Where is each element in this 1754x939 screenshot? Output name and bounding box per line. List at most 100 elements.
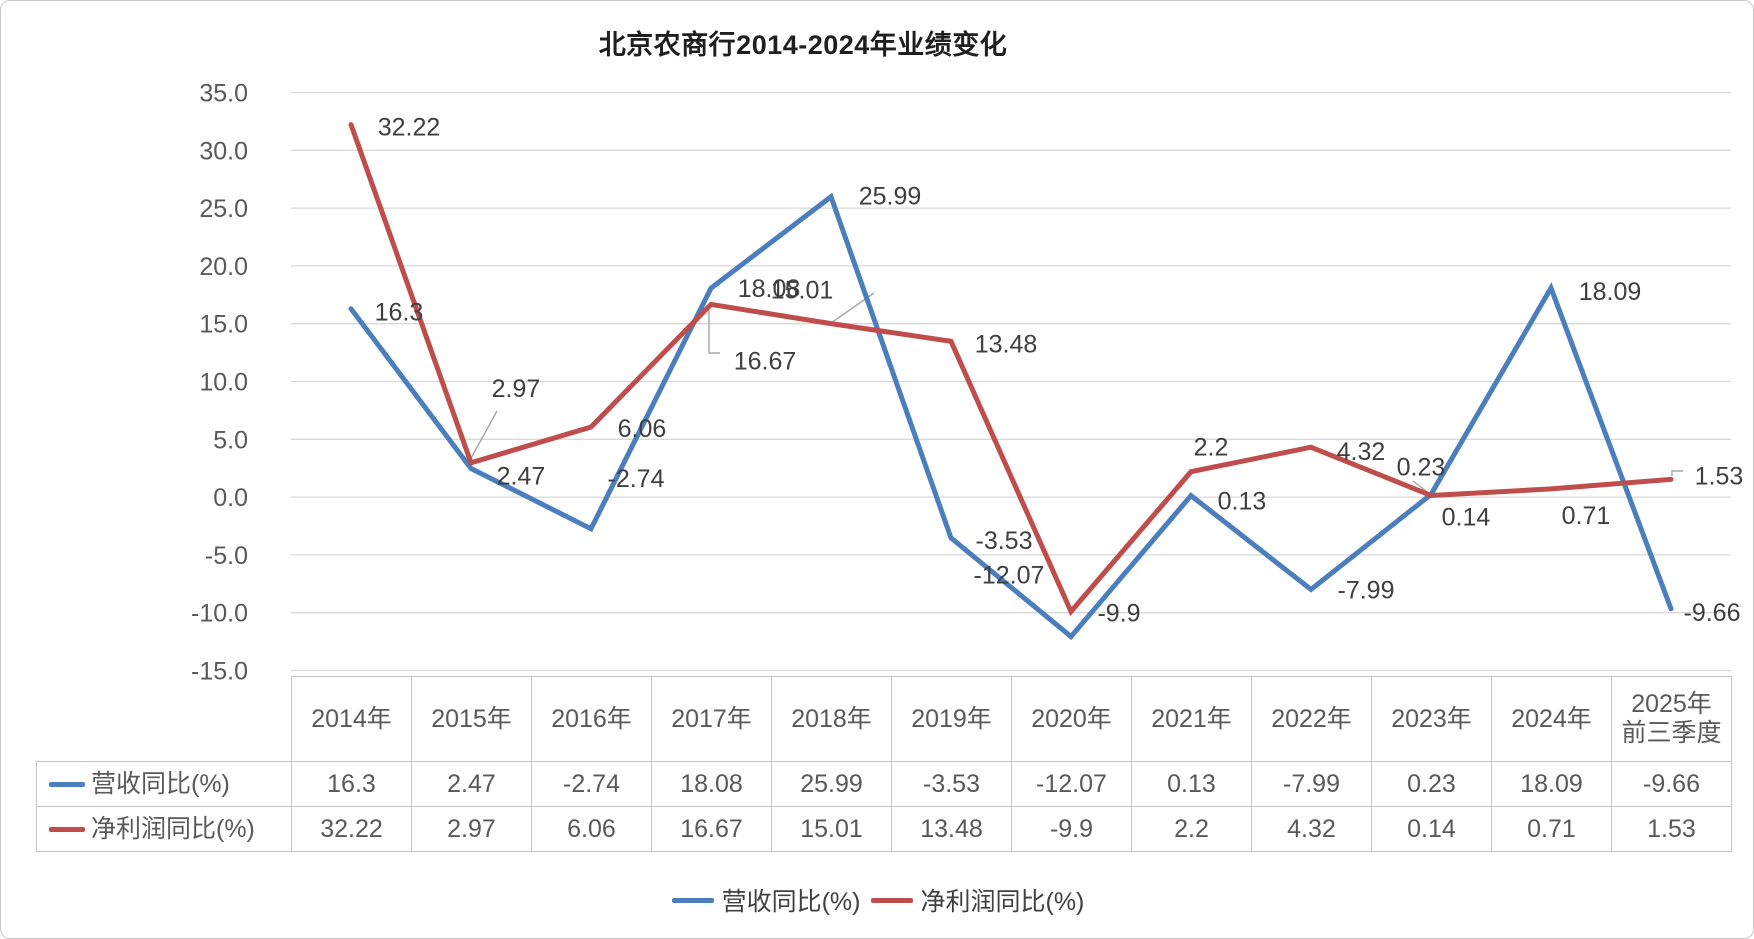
label-leader-lines (469, 292, 1683, 492)
data-table-head: 2014年 2015年 2016年 2017年 2018年 2019年 2020年 2021年… (37, 676, 1732, 762)
table-cell: -9.66 (1611, 761, 1732, 807)
legend-label-revenue: 营收同比(%) (721, 888, 861, 916)
series-name: 营收同比(%) (91, 769, 230, 798)
y-tick-label: 5.0 (213, 426, 248, 454)
table-cell: 16.3 (291, 761, 412, 807)
data-label-net-profit: -9.9 (1097, 600, 1140, 628)
table-header-cell: 2023年 (1371, 676, 1492, 762)
data-table-body: 营收同比(%) 16.3 2.47 -2.74 18.08 25.99 -3.53 -12.0… (36, 761, 1732, 852)
table-row: 净利润同比(%) 32.22 2.97 6.06 16.67 15.01 13.48 -9.9… (36, 806, 1732, 852)
table-header-cell: 2018年 (771, 676, 892, 762)
table-cell: 18.08 (651, 761, 772, 807)
y-tick-label: 10.0 (199, 369, 248, 397)
table-cell: 15.01 (771, 806, 892, 852)
data-label-net-profit: 2.2 (1194, 434, 1229, 462)
y-tick-label: 35.0 (199, 80, 248, 108)
revenue-line-swatch-icon (49, 781, 85, 787)
chart-legend: 营收同比(%) 净利润同比(%) (1, 879, 1753, 921)
table-cell: 6.06 (531, 806, 652, 852)
table-cell: 25.99 (771, 761, 892, 807)
revenue-line (348, 192, 1674, 641)
legend-item-revenue: 营收同比(%) (671, 882, 861, 918)
data-label-revenue: -7.99 (1338, 577, 1395, 605)
table-header-cell: 2017年 (651, 676, 772, 762)
table-cell: 1.53 (1611, 806, 1732, 852)
table-cell: 13.48 (891, 806, 1012, 852)
table-header-cell: 2019年 (891, 676, 1012, 762)
table-header-cell: 2021年 (1131, 676, 1252, 762)
table-header-cell: 2024年 (1491, 676, 1612, 762)
data-table-wrap: 2014年 2015年 2016年 2017年 2018年 2019年 2020年 2021年… (36, 676, 1732, 852)
table-header-cell: 2025年 前三季度 (1611, 676, 1732, 762)
legend-label-net-profit: 净利润同比(%) (920, 888, 1085, 916)
data-label-revenue: 2.47 (497, 463, 546, 491)
table-corner-cell (37, 677, 292, 762)
table-cell: -2.74 (531, 761, 652, 807)
data-label-net-profit: 0.71 (1562, 502, 1611, 530)
table-row-label: 净利润同比(%) (36, 806, 292, 852)
data-labels: 16.3 2.47 -2.74 18.08 25.99 -3.53 -12.07 0.13 -7… (375, 114, 1744, 628)
table-cell: 2.97 (411, 806, 532, 852)
data-label-revenue: -2.74 (608, 465, 665, 493)
y-tick-label: 20.0 (199, 253, 248, 281)
data-label-net-profit: 4.32 (1337, 438, 1386, 466)
series-name: 净利润同比(%) (91, 814, 255, 843)
table-cell: -9.9 (1011, 806, 1132, 852)
table-header-cell: 2022年 (1251, 676, 1372, 762)
data-label-revenue: 0.23 (1397, 453, 1446, 481)
chart-title: 北京农商行2014-2024年业绩变化 (598, 30, 1008, 60)
data-label-revenue: 25.99 (859, 183, 922, 211)
data-label-net-profit: 0.14 (1442, 504, 1491, 532)
table-cell: 0.23 (1371, 761, 1492, 807)
data-label-net-profit: 2.97 (492, 375, 541, 403)
y-tick-label: -15.0 (191, 658, 248, 686)
table-cell: 0.13 (1131, 761, 1252, 807)
table-cell: 0.14 (1371, 806, 1492, 852)
data-label-revenue: -9.66 (1684, 599, 1741, 627)
data-label-net-profit: 1.53 (1695, 462, 1744, 490)
table-cell: 0.71 (1491, 806, 1612, 852)
table-cell: 2.2 (1131, 806, 1252, 852)
net-profit-line-swatch-icon (49, 826, 85, 832)
y-tick-label: -5.0 (205, 542, 248, 570)
net-profit-line-swatch-icon (870, 897, 913, 903)
y-axis-labels: 35.0 30.0 25.0 20.0 15.0 10.0 5.0 0.0 -5.0 -10.0 -… (191, 80, 248, 686)
data-label-revenue: 18.09 (1579, 278, 1642, 306)
table-cell: 18.09 (1491, 761, 1612, 807)
data-label-net-profit: 13.48 (975, 330, 1038, 358)
table-header-cell: 2020年 (1011, 676, 1132, 762)
table-header-row: 2014年 2015年 2016年 2017年 2018年 2019年 2020年 2021年… (37, 676, 1732, 762)
table-header-cell: 2014年 (291, 676, 412, 762)
data-label-revenue: -12.07 (974, 562, 1045, 590)
table-cell: -12.07 (1011, 761, 1132, 807)
leader-line (708, 310, 720, 354)
data-label-revenue: 16.3 (375, 299, 424, 327)
net-profit-line (348, 122, 1674, 617)
table-cell: 2.47 (411, 761, 532, 807)
table-header-cell: 2015年 (411, 676, 532, 762)
leader-line (1412, 480, 1427, 492)
data-label-revenue: 18.08 (738, 275, 801, 303)
table-row: 营收同比(%) 16.3 2.47 -2.74 18.08 25.99 -3.53 -12.0… (36, 761, 1732, 807)
revenue-line-swatch-icon (671, 897, 714, 903)
table-cell: -7.99 (1251, 761, 1372, 807)
table-header-cell: 2016年 (531, 676, 652, 762)
y-tick-label: 0.0 (213, 484, 248, 512)
legend-item-net-profit: 净利润同比(%) (870, 882, 1085, 918)
leader-line (469, 410, 498, 461)
y-tick-label: 25.0 (199, 195, 248, 223)
table-cell: -3.53 (891, 761, 1012, 807)
table-cell: 4.32 (1251, 806, 1372, 852)
table-cell: 16.67 (651, 806, 772, 852)
y-tick-label: -10.0 (191, 600, 248, 628)
data-table: 2014年 2015年 2016年 2017年 2018年 2019年 2020年 2021年… (36, 676, 1732, 852)
data-label-net-profit: 15.01 (771, 277, 834, 305)
y-tick-label: 30.0 (199, 137, 248, 165)
data-label-net-profit: 16.67 (734, 347, 797, 375)
table-row-label: 营收同比(%) (36, 761, 292, 807)
y-tick-label: 15.0 (199, 311, 248, 339)
data-label-net-profit: 6.06 (618, 415, 667, 443)
table-cell: 32.22 (291, 806, 412, 852)
